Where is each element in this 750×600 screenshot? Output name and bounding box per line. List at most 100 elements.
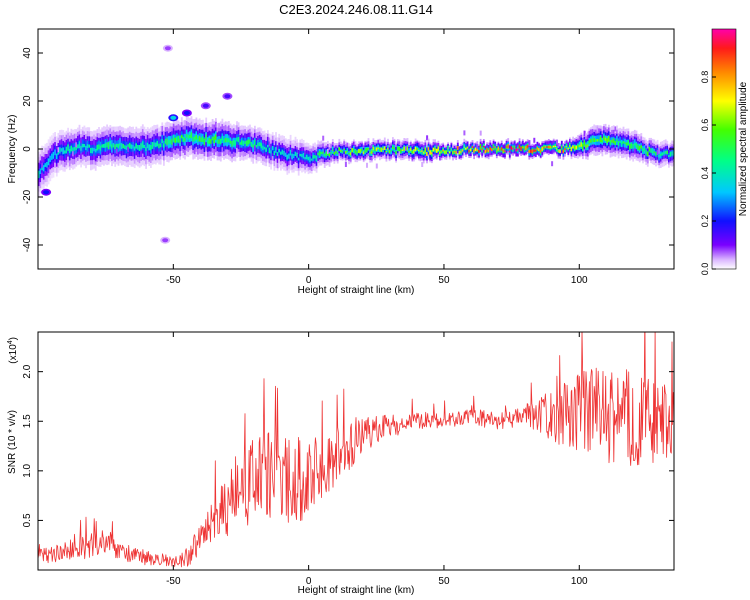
spectrogram-x-ticks: -50 0 50 100	[166, 29, 588, 286]
spectrogram-cell	[419, 151, 422, 152]
spectrogram-cell	[400, 148, 402, 154]
spectrogram-x-tick-label: -50	[166, 275, 181, 286]
spectrogram-cell	[661, 152, 664, 156]
spectrogram-cell	[567, 147, 570, 150]
spectrogram-faint-cell	[115, 148, 118, 154]
spectrogram-cell	[317, 152, 320, 156]
spectrogram-cell	[593, 138, 596, 142]
spectrogram-faint-cell	[658, 148, 661, 154]
spectrogram-cell	[383, 146, 386, 150]
spectrogram-cell	[77, 144, 79, 149]
spectrogram-faint-cell	[583, 130, 586, 136]
spectrogram-cell	[192, 136, 195, 142]
spectrogram-cell	[96, 144, 99, 151]
spectrogram-cell	[603, 136, 605, 140]
spectrogram-cell	[646, 151, 649, 157]
spectrogram-cell	[546, 146, 549, 148]
spectrogram-cell	[411, 150, 414, 154]
spectrogram-cell	[515, 148, 518, 152]
spectrogram-faint-cell	[218, 123, 221, 129]
spectrogram-faint-cell	[57, 147, 60, 153]
spectrogram-cell	[315, 156, 318, 162]
colorbar: 0.0 0.2 0.4 0.6 0.8 Normalized spectral ampl…	[700, 28, 749, 275]
spectrogram-faint-cell	[75, 142, 78, 148]
spectrogram-cell	[219, 138, 222, 145]
spectrogram-cell	[80, 145, 82, 151]
spectrogram-cell	[640, 145, 643, 149]
spectrogram-cell	[489, 146, 492, 150]
spectrogram-faint-cell	[254, 145, 256, 151]
spectrogram-cell	[645, 150, 648, 155]
spectrogram-cell	[216, 139, 219, 144]
spectrogram-cell	[52, 151, 55, 159]
snr-series-line	[38, 332, 674, 568]
spectrogram-cell	[143, 144, 146, 148]
spectrogram-cell	[83, 144, 86, 148]
spectrogram-cell	[325, 151, 328, 157]
spectrogram-cell	[153, 142, 156, 147]
spectrogram-cell	[135, 143, 138, 149]
spectrogram-cell	[109, 140, 112, 147]
spectrogram-cell	[221, 136, 224, 141]
spectrogram-cell	[375, 147, 378, 151]
spectrogram-cell	[528, 149, 531, 153]
spectrogram-cell	[499, 149, 501, 151]
spectrogram-cell	[570, 147, 573, 152]
spectrogram-cell	[224, 137, 227, 143]
spectrogram-cell	[322, 151, 324, 155]
spectrogram-cell	[75, 145, 78, 151]
spectrogram-cell	[72, 147, 74, 153]
spectrogram-cell	[239, 142, 242, 145]
spectrogram-cell	[534, 149, 537, 152]
spectrogram-cell	[151, 142, 154, 149]
spectrogram-cell	[163, 143, 165, 148]
spectrogram-cell	[294, 151, 297, 156]
snr-multiplier-exponent: 4	[7, 340, 14, 344]
spectrogram-cell	[625, 142, 628, 146]
spectrogram-y-tick-label: 40	[22, 47, 33, 59]
spectrogram-cell	[145, 147, 147, 151]
spectrogram-cell	[596, 139, 599, 142]
spectrogram-cell	[133, 146, 136, 151]
spectrogram-cell	[471, 146, 474, 149]
spectrogram-cell	[421, 150, 423, 152]
spectrogram-cell	[541, 147, 544, 151]
spectrogram-faint-cell	[268, 141, 271, 147]
spectrogram-cell	[205, 134, 208, 140]
spectrogram-cell	[609, 139, 612, 145]
spectrogram-cell	[254, 139, 256, 145]
spectrogram-cell	[255, 145, 258, 148]
spectrogram-cell	[132, 144, 134, 149]
spectrogram-cell	[198, 135, 201, 142]
spectrogram-cell	[658, 154, 661, 158]
spectrogram-cell	[544, 146, 547, 148]
spectrogram-cell	[258, 142, 261, 147]
snr-x-tick-label: 50	[438, 576, 450, 587]
spectrogram-cell	[408, 150, 410, 153]
spectrogram-faint-cell	[51, 145, 53, 151]
spectrogram-x-tick-label: 100	[571, 275, 588, 286]
spectrogram-cell	[372, 147, 375, 151]
spectrogram-cell	[362, 151, 365, 155]
spectrogram-cell	[267, 144, 269, 148]
spectrogram-cell	[51, 153, 53, 160]
spectrogram-cell	[177, 135, 180, 143]
spectrogram-cell	[231, 141, 233, 147]
spectrogram-faint-cell	[366, 162, 368, 168]
spectrogram-cell	[283, 150, 285, 156]
spectrogram-cell	[349, 152, 352, 156]
spectrogram-cell	[512, 147, 514, 150]
spectrogram-cell	[203, 138, 206, 146]
spectrogram-cell	[244, 141, 246, 145]
snr-x-axis-label: Height of straight line (km)	[298, 585, 415, 596]
spectrogram-cell	[260, 143, 263, 149]
spectrogram-cell	[353, 148, 355, 151]
spectrogram-x-tick-label: 0	[306, 275, 312, 286]
snr-frame	[37, 331, 675, 571]
spectrogram-cell	[174, 137, 177, 143]
spectrogram-cell	[166, 138, 169, 146]
spectrogram-cell	[296, 152, 298, 158]
spectrogram-cell	[164, 138, 167, 144]
spectrogram-cell	[159, 143, 162, 148]
spectrogram-cell	[392, 146, 394, 149]
